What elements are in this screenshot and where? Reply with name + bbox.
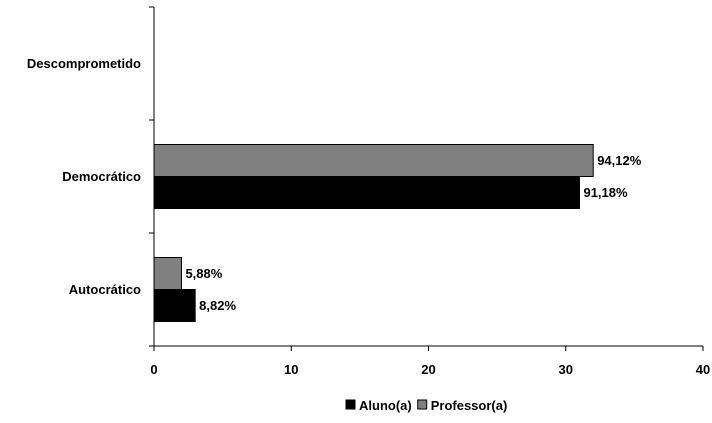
legend-label-professor-a: Professor(a) xyxy=(431,398,508,413)
bar-aluno-a-democratico xyxy=(153,176,580,209)
data-label-professor-a-autocratico: 5,88% xyxy=(185,266,222,281)
bar-aluno-a-autocratico xyxy=(153,289,196,322)
x-tick-label-10: 10 xyxy=(284,362,298,377)
x-tick-label-0: 0 xyxy=(150,362,157,377)
data-label-professor-a-democratico: 94,12% xyxy=(597,153,642,168)
legend-label-aluno-a: Aluno(a) xyxy=(359,398,412,413)
legend: Aluno(a) Professor(a) xyxy=(345,398,508,413)
y-tick-label-autocratico: Autocrático xyxy=(69,282,141,297)
data-label-aluno-a-autocratico: 8,82% xyxy=(199,298,236,313)
legend-swatch-aluno-a xyxy=(345,399,356,410)
labels-layer: Descomprometido Democrático 94,12% 91,18% Au… xyxy=(27,56,710,377)
axes-layer xyxy=(149,6,704,351)
x-tick-label-30: 30 xyxy=(559,362,573,377)
y-tick-label-descomprometido: Descomprometido xyxy=(27,56,141,71)
x-tick-label-40: 40 xyxy=(696,362,710,377)
y-tick-label-democratico: Democrático xyxy=(62,169,141,184)
bar-professor-a-democratico xyxy=(153,144,594,177)
x-tick-label-20: 20 xyxy=(421,362,435,377)
bars-layer xyxy=(153,144,594,322)
legend-swatch-professor-a xyxy=(417,399,428,410)
data-label-aluno-a-democratico: 91,18% xyxy=(583,185,628,200)
bar-professor-a-autocratico xyxy=(153,257,182,290)
